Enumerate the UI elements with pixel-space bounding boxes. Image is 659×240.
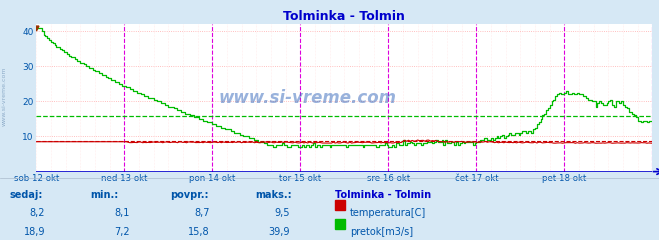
Text: Tolminka - Tolmin: Tolminka - Tolmin xyxy=(335,190,431,200)
Bar xyxy=(335,200,345,210)
Text: povpr.:: povpr.: xyxy=(170,190,208,200)
Text: 18,9: 18,9 xyxy=(24,227,45,237)
Title: Tolminka - Tolmin: Tolminka - Tolmin xyxy=(283,10,405,23)
Text: 7,2: 7,2 xyxy=(115,227,130,237)
Text: 39,9: 39,9 xyxy=(268,227,290,237)
Text: 9,5: 9,5 xyxy=(275,208,290,218)
Text: 15,8: 15,8 xyxy=(188,227,210,237)
Text: sedaj:: sedaj: xyxy=(10,190,43,200)
Text: 8,1: 8,1 xyxy=(115,208,130,218)
Text: www.si-vreme.com: www.si-vreme.com xyxy=(2,66,7,126)
Text: 8,2: 8,2 xyxy=(30,208,45,218)
Text: www.si-vreme.com: www.si-vreme.com xyxy=(218,89,396,107)
Text: pretok[m3/s]: pretok[m3/s] xyxy=(350,227,413,237)
Text: min.:: min.: xyxy=(90,190,118,200)
Text: 8,7: 8,7 xyxy=(194,208,210,218)
Bar xyxy=(335,219,345,229)
Text: temperatura[C]: temperatura[C] xyxy=(350,208,426,218)
Text: maks.:: maks.: xyxy=(255,190,292,200)
